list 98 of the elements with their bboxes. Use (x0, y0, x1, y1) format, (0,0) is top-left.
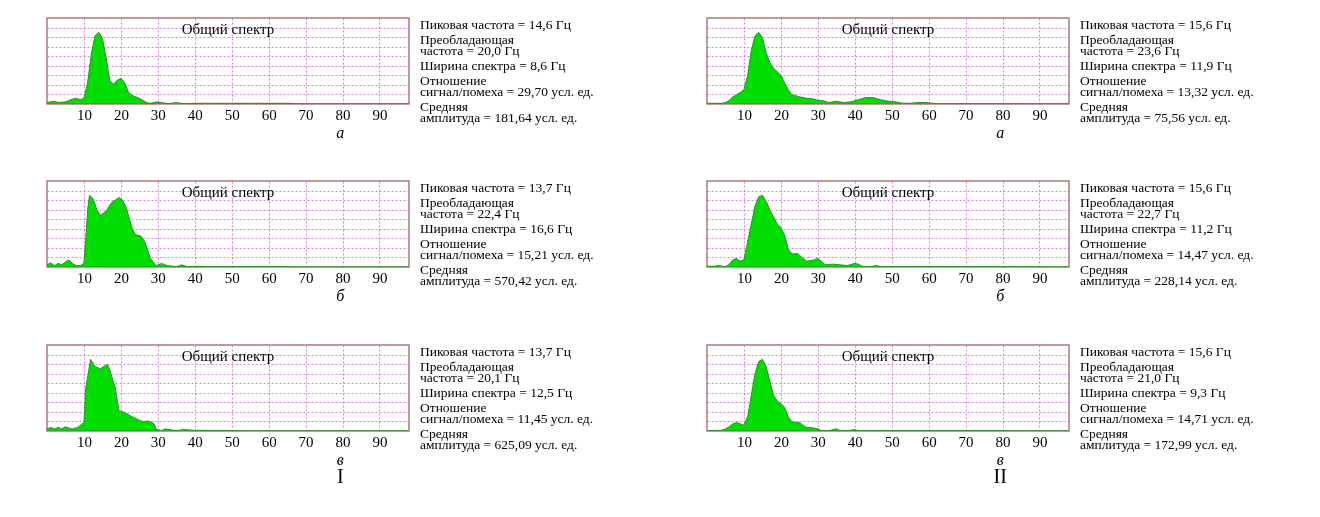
chart-title: Общий спектр (841, 184, 935, 200)
x-tick-label: 50 (884, 106, 900, 123)
text: Преобладающая частота = 23,6 Гц (1080, 32, 1180, 58)
text: а (336, 124, 345, 141)
text: Пиковая частота = 15,6 Гц (1080, 344, 1231, 359)
x-tick-label: 40 (847, 106, 863, 123)
x-tick-label: 50 (224, 433, 240, 450)
x-tick-label: 80 (335, 106, 351, 123)
text: Преобладающая частота = 22,7 Гц (1080, 195, 1180, 221)
x-tick-label: 40 (847, 433, 863, 450)
text: б (996, 287, 1006, 304)
text: Отношение сигнал/помеха = 15,21 усл. ед. (420, 236, 594, 262)
x-tick-label: 60 (261, 269, 277, 286)
text: Средняя амплитуда = 625,09 усл. ед. (420, 426, 578, 452)
x-tick-label: 80 (335, 269, 351, 286)
text: Пиковая частота = 15,6 Гц (1080, 180, 1231, 195)
text: Преобладающая частота = 21,0 Гц (1080, 359, 1180, 385)
text: Отношение сигнал/помеха = 13,32 усл. ед. (1080, 73, 1254, 99)
text: Ширина спектра = 11,9 Гц (1080, 58, 1232, 73)
x-tick-label: 60 (261, 433, 277, 450)
text: Отношение сигнал/помеха = 11,45 усл. ед. (420, 400, 594, 426)
x-tick-label: 60 (921, 106, 937, 123)
text: Ширина спектра = 12,5 Гц (420, 385, 573, 400)
x-tick-label: 10 (76, 269, 92, 286)
text: II (993, 465, 1007, 487)
text: Средняя амплитуда = 570,42 усл. ед. (420, 262, 578, 288)
x-tick-label: 60 (261, 106, 277, 123)
x-tick-label: 10 (76, 106, 92, 123)
text: Ширина спектра = 11,2 Гц (1080, 221, 1232, 236)
x-tick-label: 90 (1032, 433, 1048, 450)
x-tick-label: 70 (958, 106, 974, 123)
x-tick-label: 50 (224, 269, 240, 286)
x-tick-label: 50 (884, 433, 900, 450)
x-tick-label: 60 (921, 433, 937, 450)
x-tick-label: 90 (372, 106, 388, 123)
x-tick-label: 20 (113, 106, 129, 123)
text: Отношение сигнал/помеха = 14,71 усл. ед. (1080, 400, 1254, 426)
text: Преобладающая частота = 20,1 Гц (420, 359, 520, 385)
chart-title: Общий спектр (181, 21, 275, 37)
x-tick-label: 30 (810, 433, 826, 450)
x-tick-label: 70 (298, 269, 314, 286)
x-tick-label: 10 (736, 269, 752, 286)
text: I (336, 465, 344, 487)
x-tick-label: 30 (150, 269, 166, 286)
x-tick-label: 20 (113, 269, 129, 286)
chart-title: Общий спектр (841, 21, 935, 37)
x-tick-label: 10 (76, 433, 92, 450)
text: в (996, 451, 1004, 468)
x-tick-label: 80 (995, 269, 1011, 286)
text: Пиковая частота = 13,7 Гц (420, 344, 571, 359)
text: Ширина спектра = 9,3 Гц (1080, 385, 1226, 400)
text: Средняя амплитуда = 181,64 усл. ед. (420, 99, 578, 125)
text: Преобладающая частота = 22,4 Гц (420, 195, 520, 221)
text: Пиковая частота = 15,6 Гц (1080, 17, 1231, 32)
text: Средняя амплитуда = 75,56 усл. ед. (1080, 99, 1231, 125)
x-tick-label: 50 (884, 269, 900, 286)
x-tick-label: 70 (958, 433, 974, 450)
x-tick-label: 10 (736, 106, 752, 123)
text: Пиковая частота = 14,6 Гц (420, 17, 571, 32)
text: Средняя амплитуда = 228,14 усл. ед. (1080, 262, 1238, 288)
x-tick-label: 10 (736, 433, 752, 450)
x-tick-label: 30 (150, 433, 166, 450)
x-tick-label: 90 (372, 269, 388, 286)
text: а (996, 124, 1005, 141)
x-tick-label: 30 (810, 269, 826, 286)
x-tick-label: 20 (113, 433, 129, 450)
text: Преобладающая частота = 20,0 Гц (420, 32, 520, 58)
x-tick-label: 20 (773, 106, 789, 123)
x-tick-label: 40 (187, 433, 203, 450)
text: Ширина спектра = 16,6 Гц (420, 221, 573, 236)
text: б (336, 287, 346, 304)
x-tick-label: 50 (224, 106, 240, 123)
text: Отношение сигнал/помеха = 29,70 усл. ед. (420, 73, 594, 99)
x-tick-label: 70 (958, 269, 974, 286)
x-tick-label: 80 (995, 106, 1011, 123)
x-tick-label: 40 (187, 106, 203, 123)
x-tick-label: 90 (1032, 269, 1048, 286)
x-tick-label: 30 (150, 106, 166, 123)
text: Ширина спектра = 8,6 Гц (420, 58, 566, 73)
x-tick-label: 40 (847, 269, 863, 286)
x-tick-label: 20 (773, 433, 789, 450)
chart-title: Общий спектр (181, 348, 275, 364)
text: в (336, 451, 344, 468)
x-tick-label: 80 (995, 433, 1011, 450)
x-tick-label: 90 (372, 433, 388, 450)
x-tick-label: 70 (298, 106, 314, 123)
text: Средняя амплитуда = 172,99 усл. ед. (1080, 426, 1238, 452)
text: Пиковая частота = 13,7 Гц (420, 180, 571, 195)
x-tick-label: 70 (298, 433, 314, 450)
x-tick-label: 20 (773, 269, 789, 286)
x-tick-label: 60 (921, 269, 937, 286)
x-tick-label: 30 (810, 106, 826, 123)
x-tick-label: 90 (1032, 106, 1048, 123)
x-tick-label: 40 (187, 269, 203, 286)
x-tick-label: 80 (335, 433, 351, 450)
text: Отношение сигнал/помеха = 14,47 усл. ед. (1080, 236, 1254, 262)
chart-title: Общий спектр (841, 348, 935, 364)
chart-title: Общий спектр (181, 184, 275, 200)
